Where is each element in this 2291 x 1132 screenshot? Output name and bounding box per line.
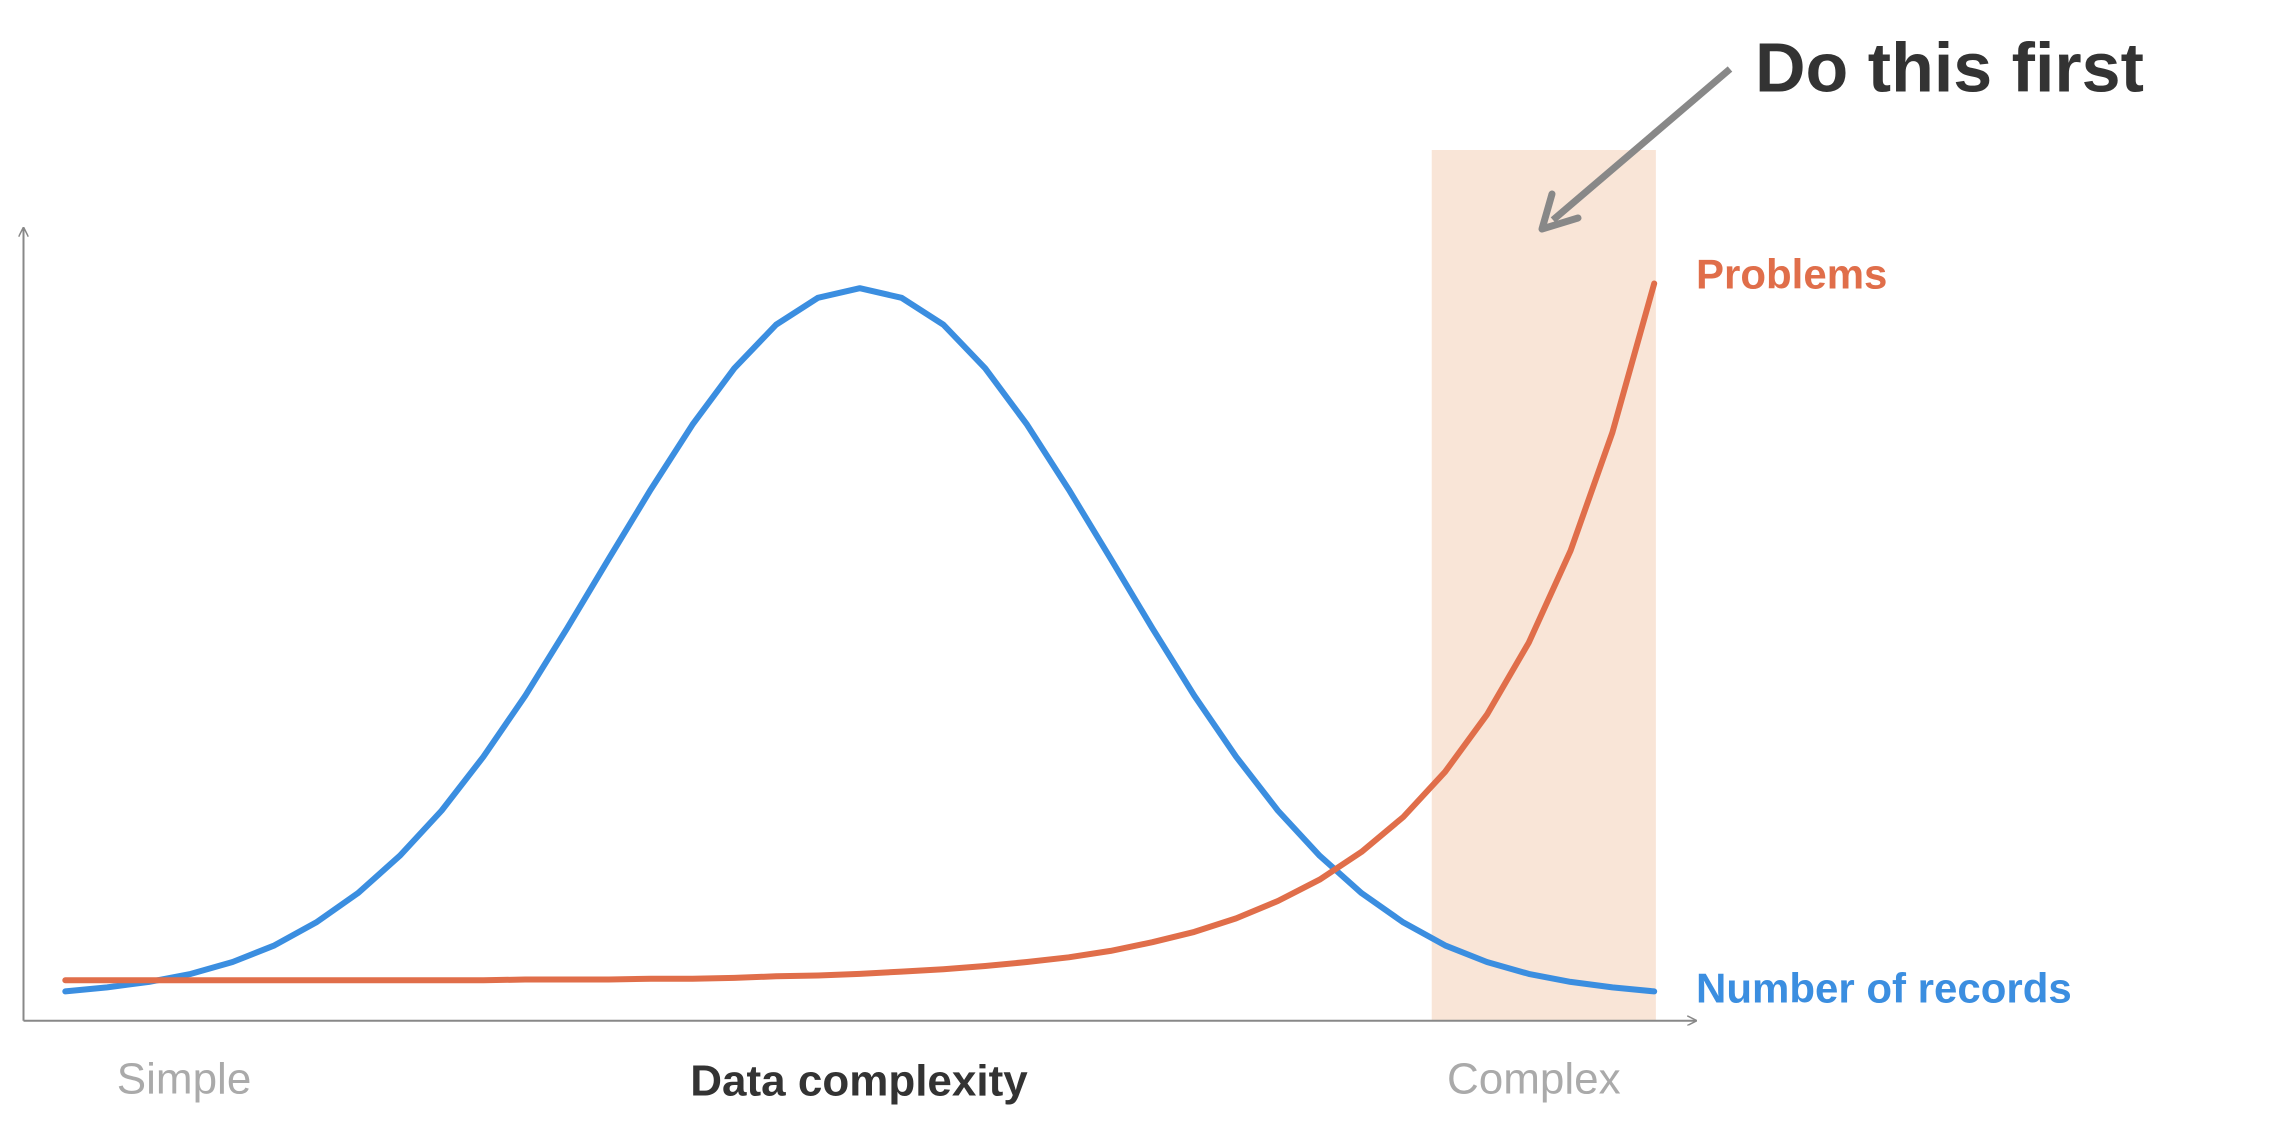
series-line bbox=[62, 285, 1658, 995]
x-tick-label: Simple bbox=[117, 1055, 252, 1104]
x-axis-label: Data complexity bbox=[690, 1057, 1028, 1106]
highlight-band bbox=[1431, 150, 1656, 1021]
annotation-arrowhead bbox=[1538, 190, 1582, 233]
series-line bbox=[62, 280, 1658, 984]
series-label: Problems bbox=[1696, 251, 1887, 298]
annotation: Do this first bbox=[1755, 28, 2144, 106]
annotation-arrow bbox=[1550, 66, 1733, 223]
x-tick-label: Complex bbox=[1447, 1055, 1621, 1104]
series-label: Number of records bbox=[1696, 964, 2072, 1011]
